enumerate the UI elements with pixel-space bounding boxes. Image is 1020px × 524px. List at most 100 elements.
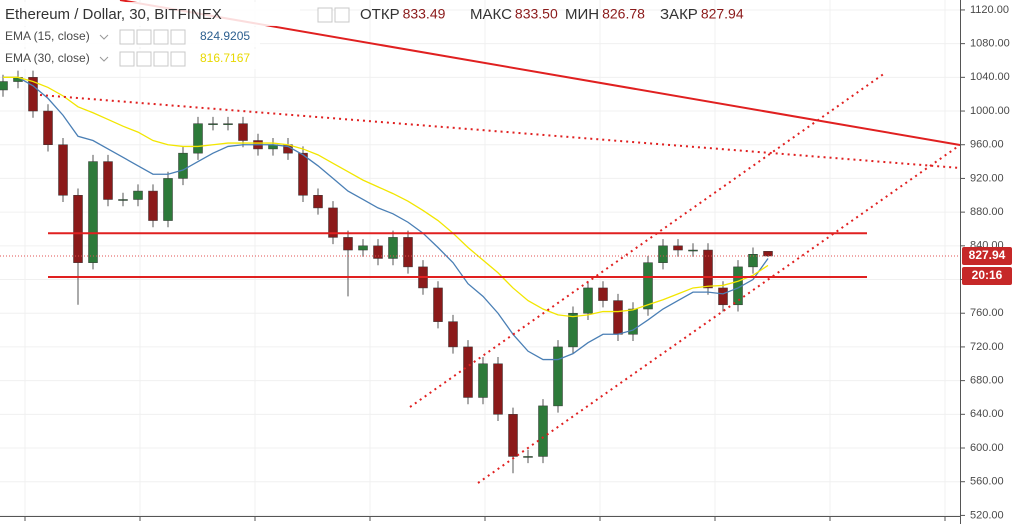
y-tick-label: 640.00 xyxy=(970,408,1004,420)
candle-body xyxy=(583,287,593,314)
ema-line xyxy=(3,76,769,318)
candle-body xyxy=(478,363,488,398)
candle-body xyxy=(73,195,83,263)
marks xyxy=(0,70,773,474)
y-tick-label: 1000.00 xyxy=(970,105,1010,117)
candle-body xyxy=(568,312,578,348)
ohlc-value: 833.49 xyxy=(403,6,446,22)
y-tick-label: 1040.00 xyxy=(970,71,1010,83)
study-icon[interactable] xyxy=(119,29,135,45)
candle-body xyxy=(523,456,533,458)
candle-body xyxy=(493,363,503,415)
candle-body xyxy=(148,190,158,221)
icon-eye[interactable] xyxy=(317,7,333,23)
ema-line xyxy=(3,76,769,361)
candle-body xyxy=(598,287,608,301)
y-tick-label: 920.00 xyxy=(970,172,1004,184)
study-legends: EMA (15, close) 824.9205 EMA (30, close) 81… xyxy=(0,27,260,69)
countdown-bg xyxy=(962,266,1012,285)
header-bg xyxy=(0,2,300,26)
ohlc-label: МИН xyxy=(565,6,599,23)
candle-body xyxy=(658,245,668,263)
candle-body xyxy=(298,152,308,196)
candle-body xyxy=(703,249,713,289)
y-axis: 520.00 560.00 600.00 640.00 680.00 720.00 760.… xyxy=(960,4,1010,521)
ohlc-value: 833.50 xyxy=(515,6,558,22)
y-tick-label: 1120.00 xyxy=(970,4,1009,16)
icon-settings[interactable] xyxy=(334,7,350,23)
y-tick-label: 520.00 xyxy=(970,509,1004,521)
ohlc-readout: ОТКР 833.49 МАКС 833.50 МИН 826.78 ЗАКР 827.94 xyxy=(360,6,744,23)
candle-body xyxy=(313,195,323,209)
candle-body xyxy=(373,245,383,259)
price-label: 827.94 xyxy=(969,248,1006,262)
candle-body xyxy=(88,161,98,263)
candle-body xyxy=(118,199,128,201)
candle-body xyxy=(688,249,698,252)
study-value: 824.9205 xyxy=(200,29,250,43)
candle-body xyxy=(538,405,548,457)
ohlc-label: МАКС xyxy=(470,6,512,23)
candle-body xyxy=(433,287,443,322)
x-axis-ticks xyxy=(24,516,946,521)
candle-body xyxy=(628,308,638,335)
y-tick-label: 680.00 xyxy=(970,375,1004,387)
candle-body xyxy=(208,123,218,125)
candle-body xyxy=(673,245,683,251)
candle-body xyxy=(178,152,188,179)
channel-upper xyxy=(409,72,886,408)
candle-body xyxy=(748,254,758,268)
candle-body xyxy=(328,207,338,238)
candle-body xyxy=(343,237,353,251)
candle-body xyxy=(763,251,773,257)
study-icon[interactable] xyxy=(119,51,135,67)
y-tick-label: 960.00 xyxy=(970,139,1004,151)
study-icon[interactable] xyxy=(136,29,152,45)
study-icon[interactable] xyxy=(153,51,169,67)
y-tick-label: 1080.00 xyxy=(970,38,1010,50)
y-tick-label: 760.00 xyxy=(970,307,1004,319)
trend-line-dotted xyxy=(39,94,961,169)
candle-body xyxy=(508,414,518,457)
study-name[interactable]: EMA (15, close) xyxy=(5,29,90,43)
candle-body xyxy=(103,161,113,200)
ohlc-value: 827.94 xyxy=(701,6,744,22)
candle-body xyxy=(388,237,398,259)
overlay xyxy=(0,232,960,278)
candle-body xyxy=(58,144,68,196)
y-tick-label: 560.00 xyxy=(970,476,1004,488)
y-tick-label: 880.00 xyxy=(970,206,1004,218)
price-label-bg xyxy=(962,246,1012,265)
candle-body xyxy=(193,123,203,154)
candle-body xyxy=(448,321,458,348)
study-menu-arrow xyxy=(99,56,109,62)
y-tick-label: 600.00 xyxy=(970,442,1004,454)
legend-header: Ethereum / Dollar, 30, BITFINEX ОТКР 833.… xyxy=(0,2,744,26)
candle-body xyxy=(643,262,653,310)
candle-body xyxy=(358,245,368,251)
study-icon[interactable] xyxy=(170,29,186,45)
candle-body xyxy=(0,81,8,91)
symbol-title[interactable]: Ethereum / Dollar, 30, BITFINEX xyxy=(5,6,222,23)
candle-body xyxy=(28,77,38,112)
study-icon[interactable] xyxy=(170,51,186,67)
study-name[interactable]: EMA (30, close) xyxy=(5,51,90,65)
candle-body xyxy=(718,287,728,306)
ohlc-label: ЗАКР xyxy=(660,6,698,23)
ohlc-label: ОТКР xyxy=(360,6,400,23)
candle-body xyxy=(403,237,413,268)
candle-body xyxy=(163,178,173,221)
candle-body xyxy=(133,190,143,200)
candle-body xyxy=(553,346,563,407)
study-value: 816.7167 xyxy=(200,51,250,65)
study-icon[interactable] xyxy=(136,51,152,67)
study-icon[interactable] xyxy=(153,29,169,45)
candle-body xyxy=(223,123,233,125)
y-tick-label: 720.00 xyxy=(970,341,1004,353)
study-menu-arrow xyxy=(99,34,109,40)
channel-lower xyxy=(477,144,961,484)
candle-body xyxy=(613,300,623,335)
ohlc-value: 826.78 xyxy=(602,6,645,22)
candle-body xyxy=(43,110,53,145)
